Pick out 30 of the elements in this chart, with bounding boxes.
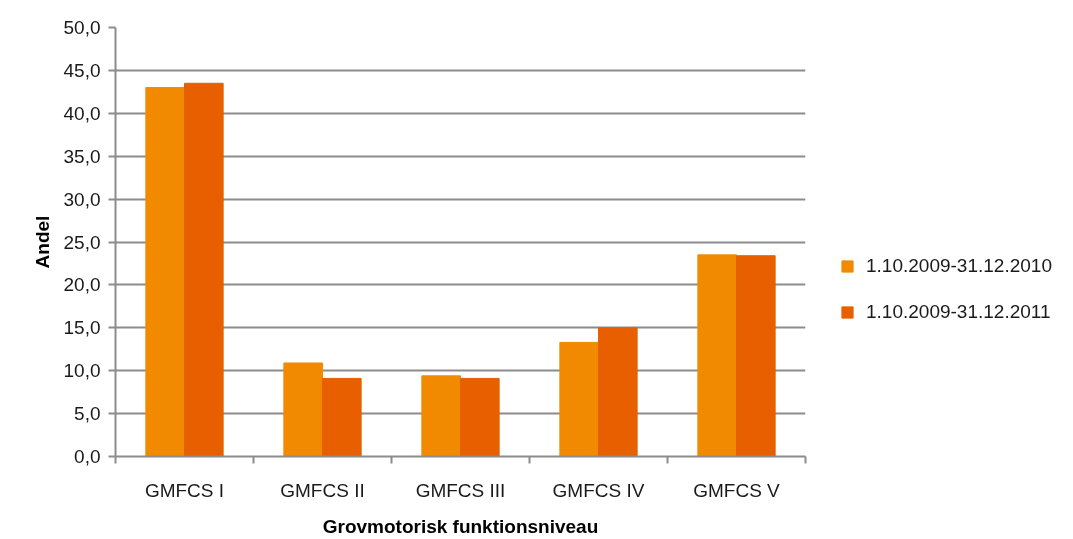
x-axis-title: Grovmotorisk funktionsniveau bbox=[322, 515, 599, 537]
y-tick-label: 30,0 bbox=[63, 188, 101, 210]
x-tick-label: GMFCS V bbox=[693, 479, 781, 501]
legend-label: 1.10.2009-31.12.2010 bbox=[866, 255, 1052, 277]
y-tick-label: 10,0 bbox=[63, 360, 101, 382]
y-tick-label: 20,0 bbox=[63, 274, 101, 296]
bar bbox=[598, 327, 638, 457]
y-tick-label: 25,0 bbox=[63, 231, 101, 253]
legend-label: 1.10.2009-31.12.2011 bbox=[866, 301, 1051, 323]
bar bbox=[184, 82, 224, 457]
bar bbox=[421, 375, 461, 457]
bar bbox=[283, 362, 323, 457]
y-tick-label: 15,0 bbox=[63, 317, 101, 339]
y-axis-title: Andel bbox=[31, 215, 53, 269]
bar bbox=[460, 377, 500, 457]
bar bbox=[322, 377, 362, 457]
y-tick-label: 50,0 bbox=[63, 17, 101, 38]
y-tick-label: 0,0 bbox=[74, 446, 101, 467]
x-tick-label: GMFCS IV bbox=[552, 479, 645, 501]
bar bbox=[559, 341, 599, 457]
x-tick-label: GMFCS III bbox=[415, 479, 506, 501]
y-tick-label: 35,0 bbox=[63, 145, 101, 167]
bar bbox=[736, 255, 776, 457]
bar bbox=[145, 87, 185, 457]
y-tick-label: 40,0 bbox=[63, 102, 101, 124]
y-tick-label: 5,0 bbox=[74, 403, 101, 425]
bar bbox=[697, 254, 737, 457]
x-tick-label: GMFCS I bbox=[144, 479, 225, 501]
y-tick-label: 45,0 bbox=[63, 59, 101, 81]
x-tick-label: GMFCS II bbox=[280, 479, 365, 501]
